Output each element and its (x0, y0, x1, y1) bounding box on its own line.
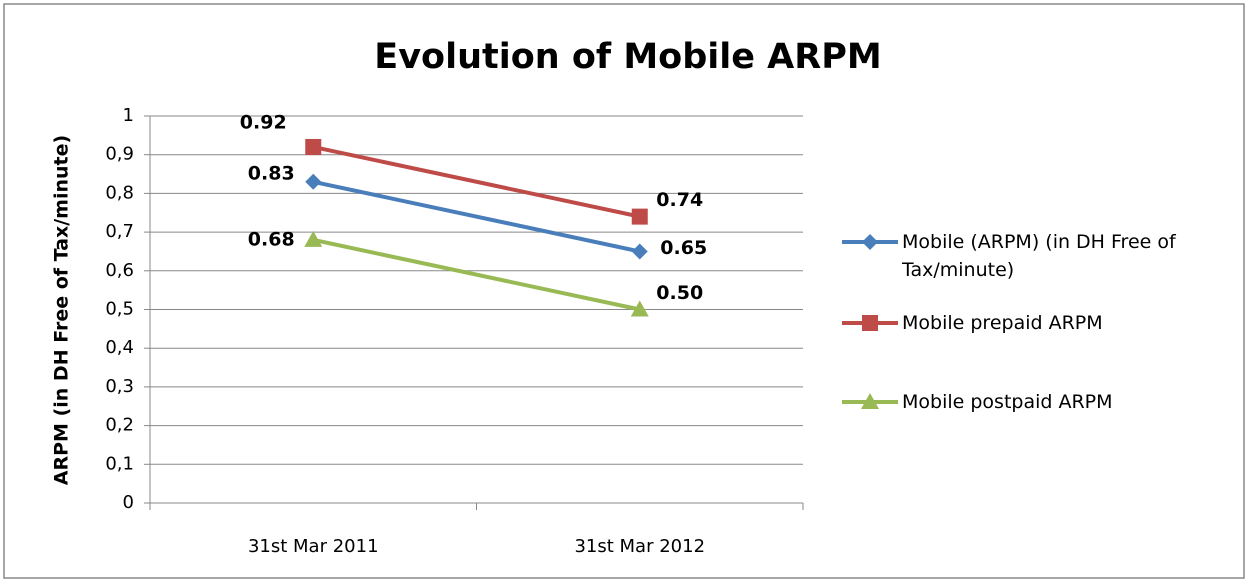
point-marker (305, 138, 322, 155)
data-label: 0.83 (248, 162, 295, 184)
legend-entry: Mobile prepaid ARPM (902, 312, 1103, 334)
y-tick-label: 0 (123, 492, 134, 513)
y-tick-label: 0,8 (105, 182, 134, 203)
point-marker (630, 300, 649, 317)
y-tick-label: 0,9 (105, 144, 134, 165)
legend-entry: Mobile (ARPM) (in DH Free of Tax/minute) (902, 231, 1176, 281)
legend-marker (861, 393, 879, 409)
data-label: 0.50 (656, 282, 703, 304)
point-marker (631, 243, 648, 260)
y-tick-label: 0,7 (105, 221, 134, 242)
y-tick-label: 0,2 (105, 415, 134, 436)
x-tick-label: 31st Mar 2012 (574, 536, 705, 557)
point-marker (304, 230, 323, 247)
chart-title: Evolution of Mobile ARPM (374, 37, 881, 77)
data-label: 0.74 (656, 189, 703, 211)
legend-entry: Mobile postpaid ARPM (902, 391, 1113, 413)
data-label: 0.65 (660, 237, 707, 259)
y-tick-label: 0,6 (105, 260, 134, 281)
legend-marker (862, 315, 878, 331)
point-marker (305, 173, 322, 190)
point-marker (631, 208, 648, 225)
series-line (312, 145, 641, 219)
y-tick-label: 0,3 (105, 376, 134, 397)
series-line (312, 237, 641, 312)
chart-border (3, 3, 1245, 579)
data-label: 0.68 (248, 228, 295, 250)
y-tick-label: 0,1 (105, 453, 134, 474)
y-tick-label: 0,4 (105, 337, 134, 358)
data-label: 0.92 (240, 111, 287, 133)
y-tick-label: 1 (123, 105, 134, 126)
series-line (312, 179, 641, 254)
y-tick-label: 0,5 (105, 299, 134, 320)
x-tick-label: 31st Mar 2011 (248, 536, 379, 557)
legend-marker (862, 234, 878, 250)
y-axis-label: ARPM (in DH Free of Tax/minute) (51, 135, 73, 485)
